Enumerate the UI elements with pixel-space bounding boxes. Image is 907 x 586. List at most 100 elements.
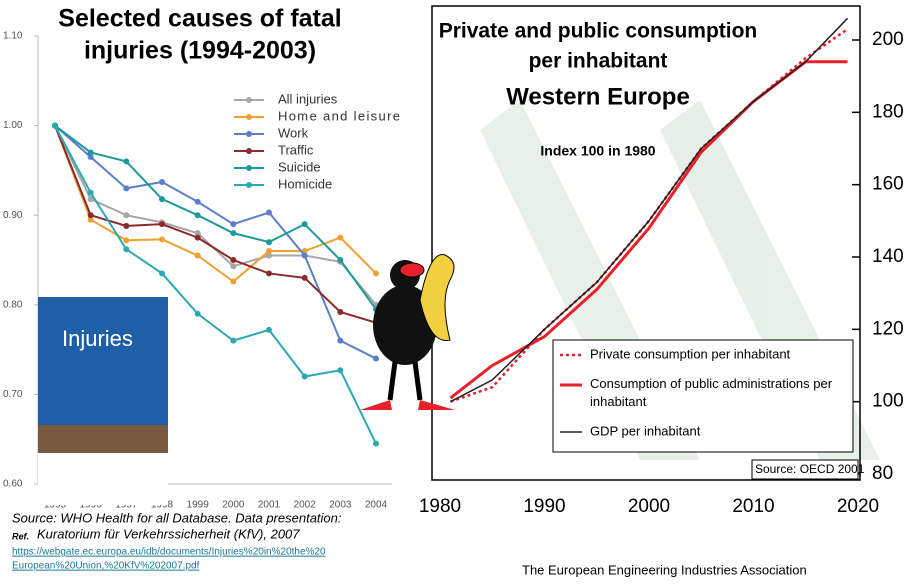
- series-line: [54, 124, 377, 360]
- legend-marker: [246, 165, 252, 171]
- y-tick-label: 140: [872, 246, 904, 267]
- x-tick-label: 2000: [628, 496, 670, 517]
- point: [301, 373, 308, 380]
- point: [373, 270, 379, 277]
- point: [337, 367, 344, 374]
- point: [266, 239, 272, 246]
- y-tick-label: 160: [872, 174, 904, 195]
- y-tick-label: 180: [872, 101, 904, 122]
- x-tick-label: 2000: [222, 500, 245, 511]
- source-text: Kuratorium für Verkehrssicherheit (KfV),…: [37, 526, 300, 541]
- source-box: [751, 459, 859, 480]
- legend-marker: [246, 97, 252, 103]
- point: [87, 196, 94, 203]
- x-tick-label: 2020: [837, 496, 879, 517]
- legend-marker: [246, 148, 252, 154]
- y-tick-label: 80: [872, 463, 893, 484]
- point: [230, 278, 237, 285]
- point: [194, 310, 201, 317]
- annotation: Index 100 in 1980: [540, 143, 655, 159]
- chart-title: Selected causes of fatal: [58, 5, 341, 33]
- point: [159, 236, 165, 243]
- y-tick-label: 100: [872, 391, 904, 412]
- point: [87, 153, 94, 160]
- legend-label: Home and leisure: [278, 108, 400, 123]
- x-tick-label: 1997: [115, 500, 138, 511]
- chart-subtitle: Western Europe: [506, 83, 690, 110]
- legend-label: GDP per inhabitant: [590, 423, 701, 438]
- point: [159, 270, 165, 277]
- point: [52, 122, 58, 129]
- legend-label: Suicide: [278, 159, 321, 174]
- ref-label: Ref.: [12, 531, 29, 541]
- series-line: [54, 125, 377, 306]
- point: [337, 337, 344, 344]
- point: [337, 257, 344, 263]
- point: [337, 234, 344, 241]
- point: [123, 222, 130, 229]
- y-tick-label: 0.80: [3, 299, 23, 310]
- legend-label: Traffic: [278, 142, 314, 157]
- x-tick-label: 2010: [732, 496, 774, 517]
- legend-label: Consumption of public administrations pe…: [590, 376, 833, 409]
- y-tick-label: 0.70: [3, 389, 23, 400]
- point: [266, 209, 272, 216]
- point: [123, 237, 130, 244]
- x-tick-label: 1995: [44, 500, 67, 511]
- x-tick-label: 1980: [419, 496, 461, 517]
- point: [194, 212, 201, 219]
- point: [230, 263, 237, 270]
- book-cover: Injuries: [38, 297, 168, 505]
- point: [230, 221, 237, 228]
- point: [337, 308, 344, 315]
- legend-box: [552, 339, 854, 453]
- cover-title: Injuries: [62, 326, 133, 351]
- x-tick-label: 2004: [365, 500, 388, 511]
- point: [373, 355, 379, 362]
- series-line: [450, 17, 849, 403]
- cartoon: [360, 254, 455, 410]
- legend-label: Homicide: [278, 176, 332, 191]
- y-tick-label: 1.00: [3, 120, 23, 131]
- legend-marker: [246, 182, 252, 188]
- point: [123, 185, 130, 192]
- x-tick-label: 1990: [523, 496, 565, 517]
- point: [230, 337, 237, 344]
- legend-label: Private consumption per inhabitant: [590, 346, 791, 361]
- series-line: [54, 124, 377, 310]
- point: [123, 212, 130, 219]
- point: [123, 246, 130, 253]
- x-tick-label: 2001: [258, 500, 281, 511]
- point: [87, 149, 94, 156]
- x-tick-label: 1996: [80, 500, 103, 511]
- point: [301, 252, 308, 259]
- point: [159, 179, 165, 186]
- x-tick-label: 1999: [187, 500, 210, 511]
- point: [373, 440, 379, 447]
- source-note: Source: OECD 2001: [755, 462, 865, 476]
- point: [301, 274, 308, 281]
- y-tick-label: 0.60: [3, 479, 23, 490]
- chart-title: Private and public consumption: [439, 20, 758, 43]
- point: [301, 221, 308, 228]
- source-url: https://webgate.ec.europa.eu/idb/documen…: [12, 547, 326, 558]
- series-line: [54, 125, 377, 445]
- source-url: European%20Union,%20KfV%202007.pdf: [12, 561, 200, 572]
- point: [123, 158, 130, 165]
- point: [87, 216, 94, 223]
- chart-title: per inhabitant: [529, 50, 668, 73]
- series-line: [54, 125, 377, 283]
- source-text: Source: WHO Health for all Database. Dat…: [12, 510, 342, 525]
- y-tick-label: 200: [872, 29, 904, 50]
- x-tick-label: 2002: [294, 500, 317, 511]
- point: [266, 248, 272, 255]
- x-tick-label: 2003: [329, 500, 352, 511]
- legend-label: Work: [278, 125, 309, 140]
- point: [194, 252, 201, 259]
- footer: The European Engineering Industries Asso…: [522, 562, 807, 577]
- right-frame: [431, 5, 861, 481]
- x-tick-label: 1998: [151, 500, 174, 511]
- legend-label: All injuries: [278, 91, 338, 106]
- point: [266, 270, 272, 277]
